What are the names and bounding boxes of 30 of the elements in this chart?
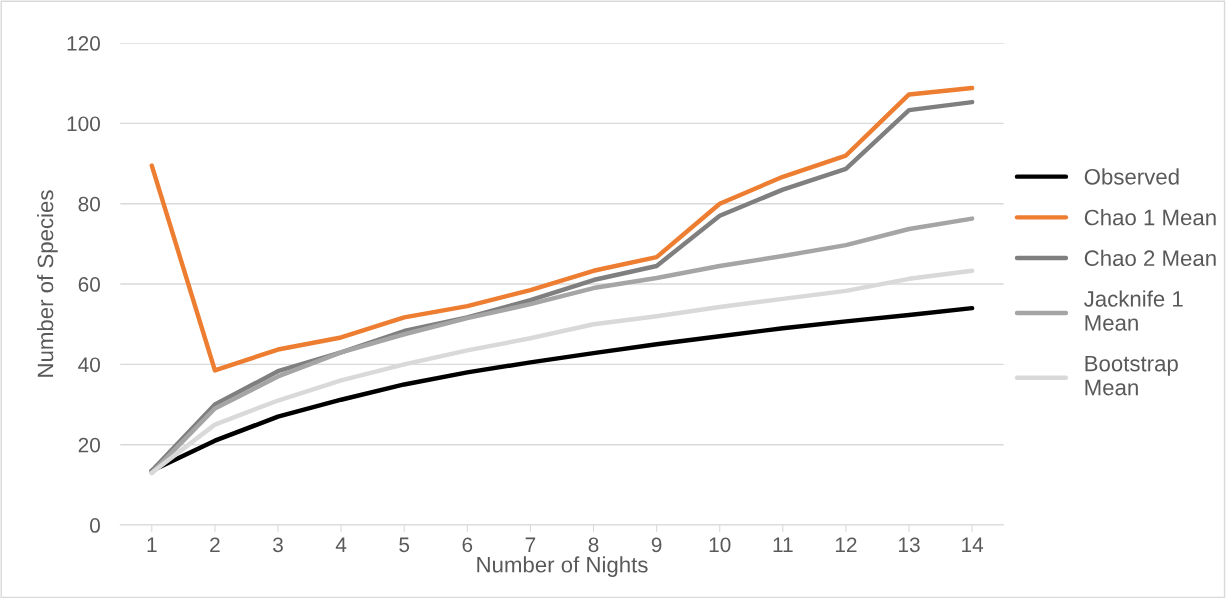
legend-label: Observed: [1084, 168, 1179, 185]
y-tick-label: 100: [67, 116, 100, 132]
x-tick-label: 5: [399, 537, 410, 553]
x-tick-label: 14: [962, 537, 984, 552]
y-tick-label: 20: [78, 437, 100, 453]
y-axis-title: Number of Species: [37, 190, 58, 377]
legend-label: Jacknife 1 Mean: [1084, 290, 1183, 331]
x-tick-label: 1: [147, 537, 157, 552]
x-tick-label: 7: [525, 537, 536, 552]
y-tick-label: 40: [78, 357, 100, 373]
y-tick-label: 80: [78, 196, 100, 212]
y-tick-label: 120: [67, 36, 100, 51]
legend-label: Bootstrap Mean: [1085, 355, 1178, 396]
x-tick-label: 13: [899, 537, 920, 553]
x-tick-label: 6: [462, 537, 473, 553]
legend-label: Chao 2 Mean: [1084, 249, 1216, 267]
x-tick-label: 11: [773, 537, 793, 552]
x-tick-label: 3: [273, 537, 283, 553]
line-series: [149, 85, 975, 373]
x-axis-title: Number of Nights: [477, 556, 648, 577]
x-tick-label: 2: [210, 537, 220, 552]
x-tick-label: 10: [709, 537, 731, 553]
y-tick-label: 60: [78, 277, 100, 292]
x-tick-label: 9: [651, 537, 662, 553]
x-tick-label: 12: [835, 537, 857, 552]
line-series: [149, 305, 975, 474]
x-tick-label: 8: [588, 537, 599, 553]
y-tick-label: 0: [90, 518, 100, 533]
x-tick-label: 4: [335, 537, 347, 552]
legend-label: Chao 1 Mean: [1084, 209, 1216, 226]
